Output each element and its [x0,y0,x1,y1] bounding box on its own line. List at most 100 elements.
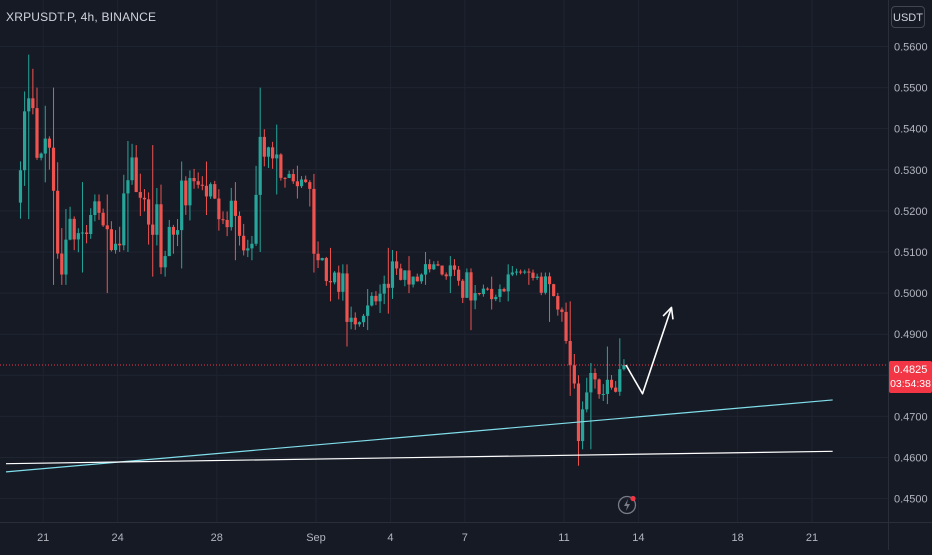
candle-body [316,253,320,261]
time-tick-label: 28 [211,532,223,544]
candle-body [609,379,614,388]
candle-body [593,373,597,380]
time-tick-label: 7 [462,532,468,544]
candle-body [423,264,428,275]
price-tick-label: 0.5500 [894,83,928,95]
price-tick-label: 0.4900 [894,329,928,341]
candle-body [118,243,122,246]
candle-body [122,193,126,246]
time-tick-label: 21 [806,532,818,544]
candle-body [428,264,432,270]
candle-body [60,253,64,275]
candle-body [415,276,419,282]
candle-body [403,270,407,280]
candle-body [337,272,341,292]
candle-body [275,154,279,159]
candle-body [510,272,514,275]
candle-body [93,201,97,215]
candle-body [366,305,370,316]
candle-body [605,379,609,394]
ascending-trendline [5,399,833,473]
candle-body [448,265,452,277]
candle-body [547,276,552,285]
candle-body [341,273,345,292]
price-tick-label: 0.5300 [894,165,928,177]
candle-body [304,179,308,183]
candle-body [568,341,572,366]
time-tick-label: 24 [111,532,123,544]
candle-body [138,192,142,198]
time-tick-label: 21 [37,532,49,544]
candle-body [254,194,258,244]
currency-button[interactable]: USDT [891,6,925,28]
candle-body [175,230,180,235]
candle-body [378,293,382,302]
candle-body [229,200,233,228]
price-tick-label: 0.5200 [894,206,928,218]
candle-body [295,181,299,187]
candle-body [308,182,312,189]
price-tick-label: 0.5000 [894,288,928,300]
candle-body [266,147,271,157]
candle-body [283,177,287,179]
candle-body [601,393,605,395]
candle-body [163,256,167,268]
candle-body [200,184,204,186]
flat-trendline [5,450,833,465]
price-tick-label: 0.4500 [894,494,928,506]
last-price-tag: 0.4825 03:54:38 [889,361,932,393]
candle-body [213,184,217,199]
candle-body [217,198,221,220]
candle-body [353,317,357,325]
candle-body [597,379,601,395]
candle-body [287,174,291,178]
candle-body [159,204,163,268]
candle-body [411,276,415,285]
candle-body [105,225,109,230]
candle-body [279,154,283,178]
candle-body [349,317,353,322]
candle-body [89,214,93,234]
candle-body [473,293,477,301]
candle-body [461,280,465,298]
candle-body [514,271,519,273]
candle-body [72,218,76,240]
candle-body [237,215,242,236]
candle-body [457,269,461,281]
flash-icon[interactable] [617,495,637,515]
candle-body [452,265,457,270]
time-tick-label: 4 [387,532,393,544]
candle-body [395,261,399,269]
candle-body [374,295,378,302]
candle-body [184,180,188,206]
candle-body [556,296,560,310]
candle-body [192,177,196,182]
candle-body [560,309,564,312]
candle-body [134,157,138,193]
time-tick-label: 18 [731,532,743,544]
candle-body [126,180,130,194]
candle-body [328,281,333,283]
candle-body [221,219,225,221]
candle-body [35,108,39,158]
candle-body [552,284,556,297]
candle-body [85,232,89,234]
candle-body [196,181,200,185]
candle-body [188,177,192,206]
candle-body [109,229,113,251]
candle-body [564,311,568,342]
candle-body [622,365,626,370]
candle-body [382,283,386,294]
candle-body [242,235,246,251]
candle-body [51,147,56,191]
candle-body [147,199,151,225]
candle-body [481,288,485,295]
candle-body [47,138,51,148]
bar-countdown: 03:54:38 [890,378,931,390]
candle-body [535,276,539,278]
candle-body [390,261,395,288]
price-tick-label: 0.4700 [894,411,928,423]
candle-body [543,276,547,293]
